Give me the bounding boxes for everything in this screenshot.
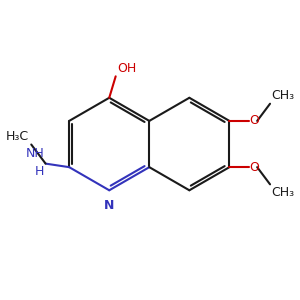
Text: CH₃: CH₃ bbox=[272, 89, 295, 102]
Text: CH₃: CH₃ bbox=[272, 186, 295, 199]
Text: N: N bbox=[104, 199, 114, 212]
Text: O: O bbox=[249, 161, 259, 174]
Text: H₃C: H₃C bbox=[6, 130, 29, 143]
Text: NH: NH bbox=[25, 147, 44, 160]
Text: H: H bbox=[35, 165, 44, 178]
Text: OH: OH bbox=[117, 62, 136, 75]
Text: O: O bbox=[249, 114, 259, 128]
